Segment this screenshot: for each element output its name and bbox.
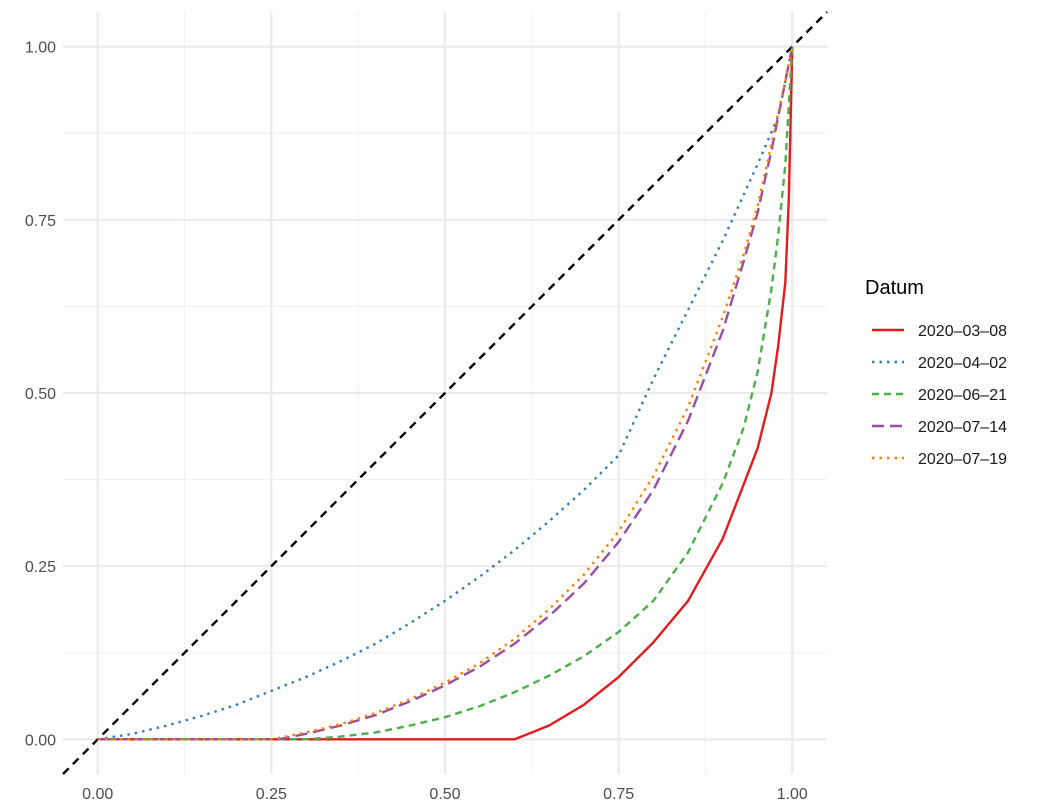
series-line-1 xyxy=(97,46,794,741)
series-line-4 xyxy=(97,46,794,741)
y-tick-label: 0.25 xyxy=(25,559,56,576)
y-tick-label: 1.00 xyxy=(25,40,56,57)
y-tick-label: 0.75 xyxy=(25,213,56,230)
legend-label-5: 2020–07–19 xyxy=(918,451,1007,468)
series-layer xyxy=(97,46,794,741)
legend-label-2: 2020–04–02 xyxy=(918,355,1007,372)
legend-items: 2020–03–08 2020–04–02 2020–06–21 2020–07–14… xyxy=(872,323,1007,468)
series-line-3 xyxy=(97,46,794,741)
x-axis-ticks: 0.00 0.25 0.50 0.75 1.00 xyxy=(82,786,808,803)
y-axis-ticks: 0.00 0.25 0.50 0.75 1.00 xyxy=(25,40,56,750)
x-tick-label: 0.25 xyxy=(256,786,287,803)
series-line-2 xyxy=(97,46,794,741)
legend-label-3: 2020–06–21 xyxy=(918,387,1007,404)
legend-title: Datum xyxy=(865,277,924,299)
legend-label-1: 2020–03–08 xyxy=(918,323,1007,340)
reference-line-layer xyxy=(62,11,828,775)
x-tick-label: 0.00 xyxy=(82,786,113,803)
y-tick-label: 0.00 xyxy=(25,732,56,749)
x-tick-label: 0.50 xyxy=(429,786,460,803)
legend: Datum 2020–03–082020–04–022020–06–212020… xyxy=(865,277,1007,468)
reference-diagonal-line xyxy=(62,11,828,775)
legend-label-4: 2020–07–14 xyxy=(918,419,1007,436)
x-tick-label: 1.00 xyxy=(777,786,808,803)
y-tick-label: 0.50 xyxy=(25,386,56,403)
x-tick-label: 0.75 xyxy=(603,786,634,803)
